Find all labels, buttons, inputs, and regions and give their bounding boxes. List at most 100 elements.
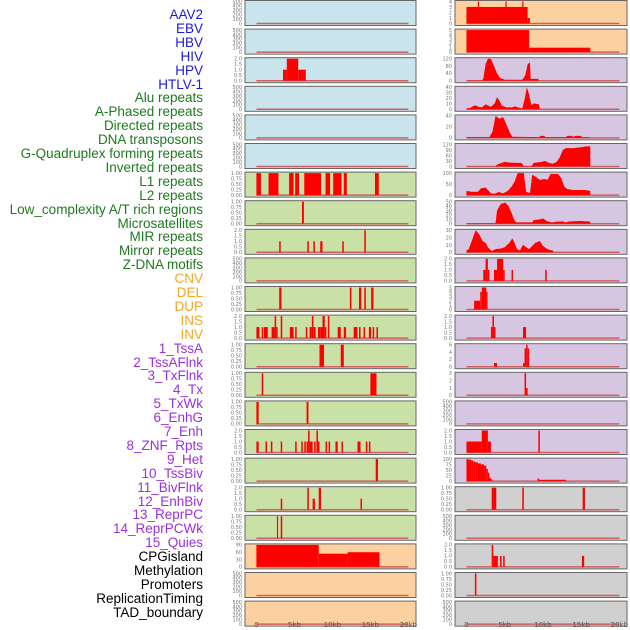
bar (318, 487, 321, 510)
y-tick-label: 100 (442, 532, 452, 538)
track-label: 13_ReprPC (132, 507, 203, 523)
bar (264, 327, 268, 339)
bar (493, 269, 498, 281)
area (466, 146, 591, 167)
bar (487, 269, 490, 281)
bar (524, 348, 527, 367)
y-tick-label: 0 (449, 222, 452, 228)
y-tick-label: 0 (449, 365, 452, 371)
track-label: 10_TssBiv (141, 465, 203, 481)
bar (308, 430, 310, 453)
track-label: L1 repeats (139, 173, 203, 189)
y-tick-label: 0.25 (441, 588, 452, 594)
y-tick-label: 1.0 (444, 268, 452, 274)
track-label: INV (180, 326, 203, 342)
panel-background (244, 572, 417, 598)
bar (280, 316, 283, 339)
x-tick-label: 5kb (498, 621, 512, 629)
y-tick-label: 400 (442, 519, 452, 525)
bar (529, 47, 591, 53)
bar (481, 430, 488, 453)
y-tick-label: 1 (449, 303, 452, 309)
y-tick-label: 0.5 (234, 245, 242, 251)
y-tick-label: 60 (236, 550, 242, 556)
y-tick-label: 0.00 (441, 593, 452, 599)
panel-background (454, 600, 628, 627)
y-tick-label: 200 (232, 156, 242, 162)
track-panel: 0.00.51.01.52.0 (444, 543, 628, 571)
y-tick-label: 1.00 (441, 486, 452, 492)
panel-background (454, 257, 628, 284)
y-tick-label: 0 (449, 307, 452, 313)
y-tick-label: 2 (449, 10, 452, 16)
y-tick-label: 0 (239, 622, 242, 628)
bar (314, 441, 316, 453)
bar (318, 553, 348, 567)
bar (526, 387, 528, 396)
track-panel: 0.00.51.01.52.0 (444, 428, 628, 456)
y-tick-label: 1.0 (234, 239, 242, 245)
y-tick-label: 0.25 (231, 216, 242, 222)
track-label: HBV (175, 34, 203, 50)
y-tick-label: 0.75 (231, 462, 242, 468)
y-tick-label: 0 (239, 136, 242, 142)
track-label: Inverted repeats (105, 159, 203, 175)
y-tick-label: 1.0 (234, 439, 242, 445)
y-tick-label: 5 (449, 28, 452, 34)
panel-background (244, 400, 417, 427)
track-label: 9_Het (166, 451, 203, 467)
track-label: HTLV-1 (158, 76, 203, 92)
y-tick-label: 0.25 (231, 531, 242, 537)
bar (475, 462, 478, 482)
bar (316, 430, 318, 453)
y-tick-label: 0.00 (231, 222, 242, 228)
y-tick-label: 0 (239, 107, 242, 113)
y-tick-label: 500 (232, 257, 242, 263)
bar (313, 327, 316, 339)
y-tick-label: 0.00 (231, 479, 242, 485)
bar (581, 555, 585, 567)
bar (477, 463, 481, 482)
bar (289, 173, 294, 196)
track-label: TAD_boundary (113, 604, 203, 620)
bar (343, 173, 347, 196)
track-label: 5_TxWk (153, 396, 203, 412)
y-tick-label: 1.5 (234, 491, 242, 497)
track-label: 8_ZNF_Rpts (126, 437, 203, 453)
y-tick-label: 400 (232, 118, 242, 124)
bar (491, 544, 494, 567)
bar (335, 441, 338, 453)
x-tick-label: 15kb (572, 621, 590, 629)
track-label: MIR repeats (129, 229, 203, 245)
y-tick-label: 300 (232, 37, 242, 43)
y-tick-label: 0 (239, 565, 242, 571)
y-tick-label: 10 (446, 243, 452, 249)
y-tick-label: 1.5 (444, 548, 452, 554)
y-tick-label: 1.0 (234, 325, 242, 331)
bar (489, 477, 491, 482)
y-tick-label: 200 (442, 413, 452, 419)
track-label: 15_Quies (145, 535, 203, 551)
y-tick-label: 0.50 (231, 296, 242, 302)
track-label: L2 repeats (139, 187, 203, 203)
track-label: CNV (174, 271, 203, 287)
bar (319, 344, 325, 367)
bar (304, 441, 306, 453)
bar (481, 287, 487, 310)
track-label: Promoters (140, 576, 203, 592)
panel-background (454, 543, 628, 570)
track-label: 1_TssA (158, 340, 203, 356)
bar (256, 441, 259, 453)
y-tick-label: 0 (449, 164, 452, 170)
bar (268, 173, 279, 196)
y-tick-label: 10 (446, 217, 452, 223)
track-label: A-Phased repeats (94, 104, 203, 120)
track-label: CPGisland (138, 549, 203, 565)
y-tick-label: 0.0 (444, 450, 452, 456)
bar (307, 241, 309, 253)
y-tick-label: 300 (232, 94, 242, 100)
y-tick-label: 300 (442, 609, 452, 615)
y-tick-label: 2.0 (444, 257, 452, 263)
track-label: DEL (176, 285, 203, 300)
